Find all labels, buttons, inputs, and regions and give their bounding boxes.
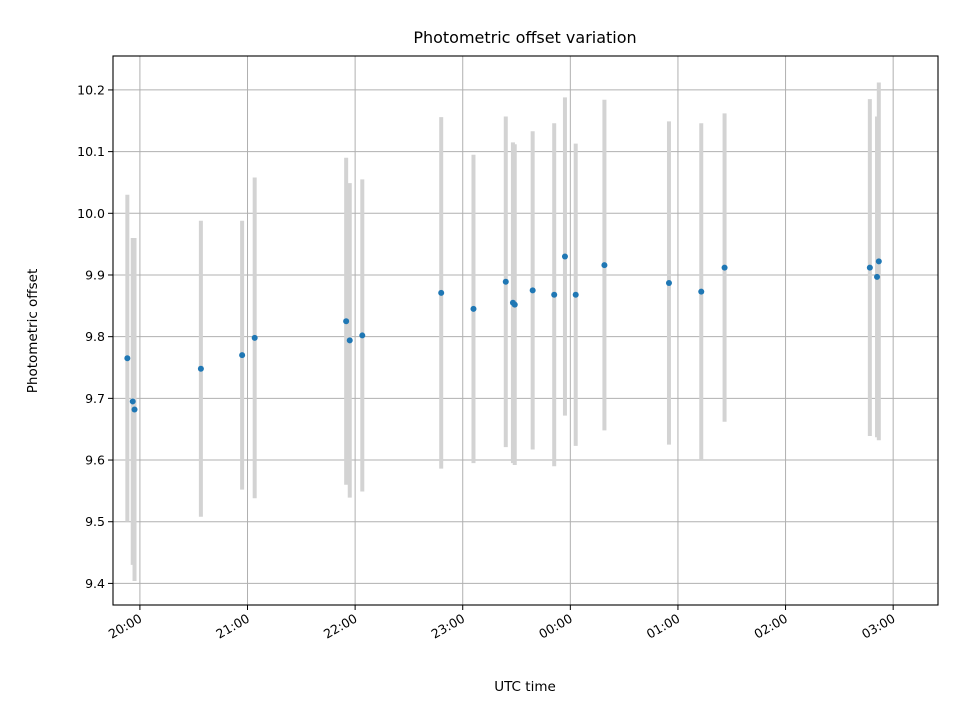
data-point [438, 289, 445, 296]
x-tick-label: 02:00 [751, 611, 790, 642]
y-tick-label: 9.4 [85, 576, 105, 591]
chart-title: Photometric offset variation [413, 28, 636, 47]
y-tick-label: 10.0 [77, 206, 105, 221]
y-tick-label: 10.1 [77, 144, 105, 159]
data-point [875, 258, 882, 265]
data-point [470, 305, 477, 312]
data-point [129, 398, 136, 405]
y-axis-label: Photometric offset [25, 269, 41, 393]
data-point [511, 301, 518, 308]
data-point [359, 332, 366, 339]
data-point [502, 278, 509, 285]
x-tick-label: 20:00 [106, 611, 145, 642]
data-point [529, 287, 536, 294]
data-point [665, 280, 672, 287]
data-point [698, 288, 705, 295]
data-point [343, 318, 350, 325]
grid-layer [113, 56, 938, 605]
data-point [124, 355, 131, 362]
point-layer [124, 253, 882, 413]
data-point [197, 365, 204, 372]
x-tick-label: 03:00 [859, 611, 898, 642]
y-tick-label: 9.5 [85, 514, 105, 529]
errorbar-layer [125, 82, 881, 581]
data-point [721, 264, 728, 271]
data-point [346, 337, 353, 344]
y-tick-label: 9.7 [85, 391, 105, 406]
x-axis-label: UTC time [494, 679, 556, 695]
data-point [866, 264, 873, 271]
y-tick-label: 9.6 [85, 453, 105, 468]
y-tick-label: 10.2 [77, 82, 105, 97]
data-point [239, 352, 246, 359]
data-point [874, 273, 881, 280]
data-point [561, 253, 568, 260]
data-point [601, 262, 608, 269]
y-tick-label: 9.8 [85, 329, 105, 344]
x-tick-label: 21:00 [213, 611, 252, 642]
x-tick-label: 00:00 [536, 611, 575, 642]
y-tick-label: 9.9 [85, 267, 105, 282]
data-point [551, 291, 558, 298]
data-point [251, 334, 258, 341]
x-tick-label: 01:00 [644, 611, 683, 642]
plot-frame [112, 55, 939, 606]
data-point [572, 291, 579, 298]
x-tick-label: 23:00 [429, 611, 468, 642]
data-point [131, 406, 138, 413]
x-tick-label: 22:00 [321, 611, 360, 642]
